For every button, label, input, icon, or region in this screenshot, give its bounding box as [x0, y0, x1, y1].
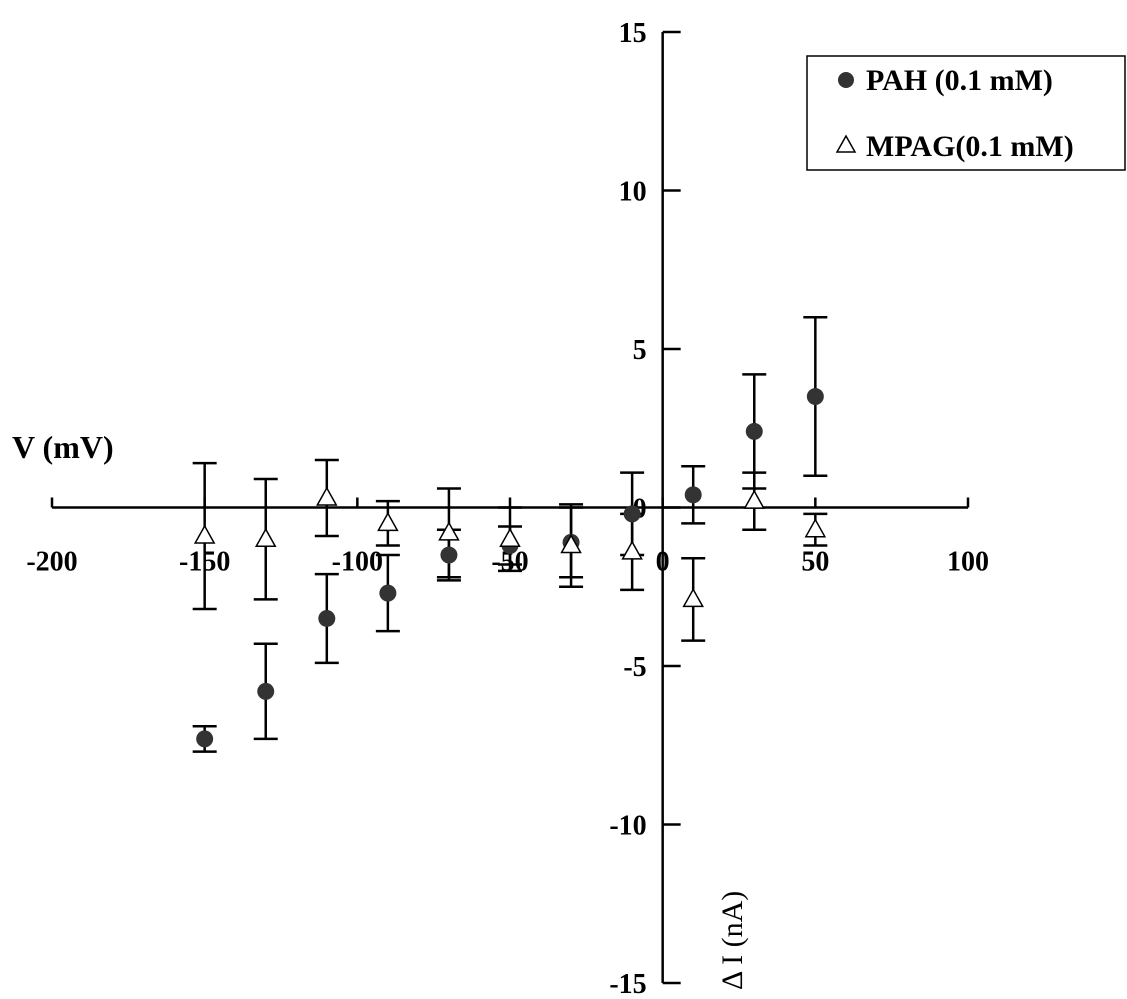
y-ticks: -15 -10 -5 0 5 10 15 — [609, 18, 681, 999]
data-point-pah — [440, 546, 458, 564]
x-tick-label: 0 — [656, 547, 670, 578]
data-point-mpag — [682, 587, 704, 608]
data-point-mpag — [621, 540, 643, 560]
x-tick-label: -200 — [26, 547, 77, 578]
data-point-mpag — [193, 524, 216, 544]
x-ticks: -200 -150 -100 -50 0 50 100 — [26, 497, 989, 578]
legend: PAH (0.1 mM) MPAG(0.1 mM) — [806, 55, 1126, 171]
data-point-mpag — [316, 486, 338, 506]
data-point-pah — [379, 584, 397, 602]
data-point-mpag — [804, 518, 827, 538]
y-tick-label: 5 — [633, 335, 647, 366]
y-axis-title: Δ I (nA) — [716, 891, 749, 990]
data-point-mpag — [499, 527, 521, 547]
data-point-pah — [745, 422, 763, 440]
y-tick-label: -5 — [623, 652, 646, 683]
data-point-mpag — [743, 489, 766, 509]
legend-box — [806, 55, 1126, 171]
data-point-mpag — [377, 511, 399, 532]
legend-label-mpag: MPAG(0.1 mM) — [866, 130, 1074, 163]
data-point-pah — [257, 682, 275, 700]
y-tick-label: -10 — [609, 811, 646, 842]
x-tick-label: 100 — [947, 547, 989, 578]
y-tick-label: 10 — [619, 177, 647, 208]
data-point-mpag — [438, 521, 460, 541]
y-tick-label: -15 — [609, 969, 646, 999]
legend-marker-mpag — [835, 134, 857, 153]
x-tick-label: 50 — [801, 547, 829, 578]
data-point-pah — [684, 486, 702, 504]
x-axis-title: V (mV) — [12, 429, 114, 465]
data-point-mpag — [254, 527, 277, 547]
x-tick-label: -100 — [332, 547, 383, 578]
legend-marker-pah — [838, 72, 854, 88]
data-point-pah — [623, 505, 641, 523]
data-point-pah — [318, 609, 336, 627]
data-points — [193, 388, 827, 748]
data-point-pah — [806, 388, 824, 406]
data-point-pah — [196, 730, 214, 748]
legend-label-pah: PAH (0.1 mM) — [866, 64, 1053, 97]
data-point-mpag — [560, 534, 582, 554]
y-tick-label: 15 — [619, 18, 647, 49]
